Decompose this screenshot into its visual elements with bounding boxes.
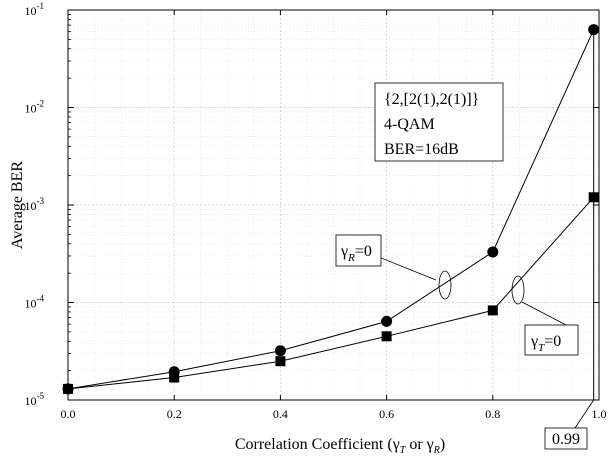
series-layer bbox=[62, 24, 600, 395]
data-point-circle bbox=[487, 246, 499, 258]
info-box-line-2: 4-QAM bbox=[384, 116, 435, 133]
data-point-square bbox=[169, 372, 180, 383]
x-tick-label: 0.2 bbox=[167, 407, 182, 421]
series-line-gamma-t bbox=[67, 196, 595, 390]
x-tick-label: 0.6 bbox=[379, 407, 394, 421]
gamma-r-label: γR=0 bbox=[340, 243, 372, 264]
info-box-line-3: BER=16dB bbox=[384, 141, 459, 158]
gamma-r-ellipse bbox=[438, 270, 452, 300]
y-axis-title: Average BER bbox=[9, 161, 26, 249]
y-tick-label: 10-5 bbox=[25, 391, 45, 408]
y-tick-label: 10-3 bbox=[25, 196, 45, 213]
x-axis-title: Correlation Coefficient (γT or γR) bbox=[235, 436, 445, 456]
x-marker-099: 0.99 bbox=[544, 29, 595, 450]
data-point-square bbox=[381, 331, 392, 342]
gamma-r-callout: γR=0 bbox=[335, 234, 452, 300]
x-marker-pointer bbox=[574, 399, 595, 429]
ticks-layer: 0.0 0.2 0.4 0.6 0.8 1.0 10-5 10-4 10-3 10-2 10-1 bbox=[25, 1, 607, 421]
grid-layer bbox=[68, 10, 599, 400]
info-box: {2,[2(1),2(1)]} 4-QAM BER=16dB bbox=[374, 82, 504, 162]
y-tick-label: 10-4 bbox=[25, 294, 45, 311]
gamma-t-ellipse bbox=[511, 275, 525, 305]
data-point-square bbox=[487, 305, 498, 316]
data-point-circle bbox=[274, 345, 286, 357]
y-tick-label: 10-2 bbox=[25, 99, 45, 116]
series-line-gamma-r bbox=[67, 29, 595, 390]
x-tick-label: 0.4 bbox=[273, 407, 288, 421]
info-box-line-1: {2,[2(1),2(1)]} bbox=[384, 91, 479, 108]
gamma-t-label-box bbox=[524, 324, 579, 356]
gamma-t-callout: γT=0 bbox=[511, 275, 579, 356]
info-box-frame bbox=[374, 82, 504, 162]
x-marker-label-box bbox=[544, 427, 588, 450]
data-point-circle bbox=[381, 315, 393, 327]
data-point-square bbox=[275, 356, 286, 367]
x-tick-label: 1.0 bbox=[592, 407, 607, 421]
gamma-t-leader bbox=[521, 301, 567, 326]
x-tick-label: 0.0 bbox=[61, 407, 76, 421]
x-marker-label: 0.99 bbox=[552, 431, 580, 448]
gamma-t-label: γT=0 bbox=[530, 333, 561, 354]
gamma-r-label-box bbox=[335, 234, 382, 267]
x-tick-label: 0.8 bbox=[485, 407, 500, 421]
y-tick-label: 10-1 bbox=[25, 1, 45, 18]
gamma-r-leader bbox=[380, 257, 437, 281]
data-point-square bbox=[63, 383, 73, 394]
